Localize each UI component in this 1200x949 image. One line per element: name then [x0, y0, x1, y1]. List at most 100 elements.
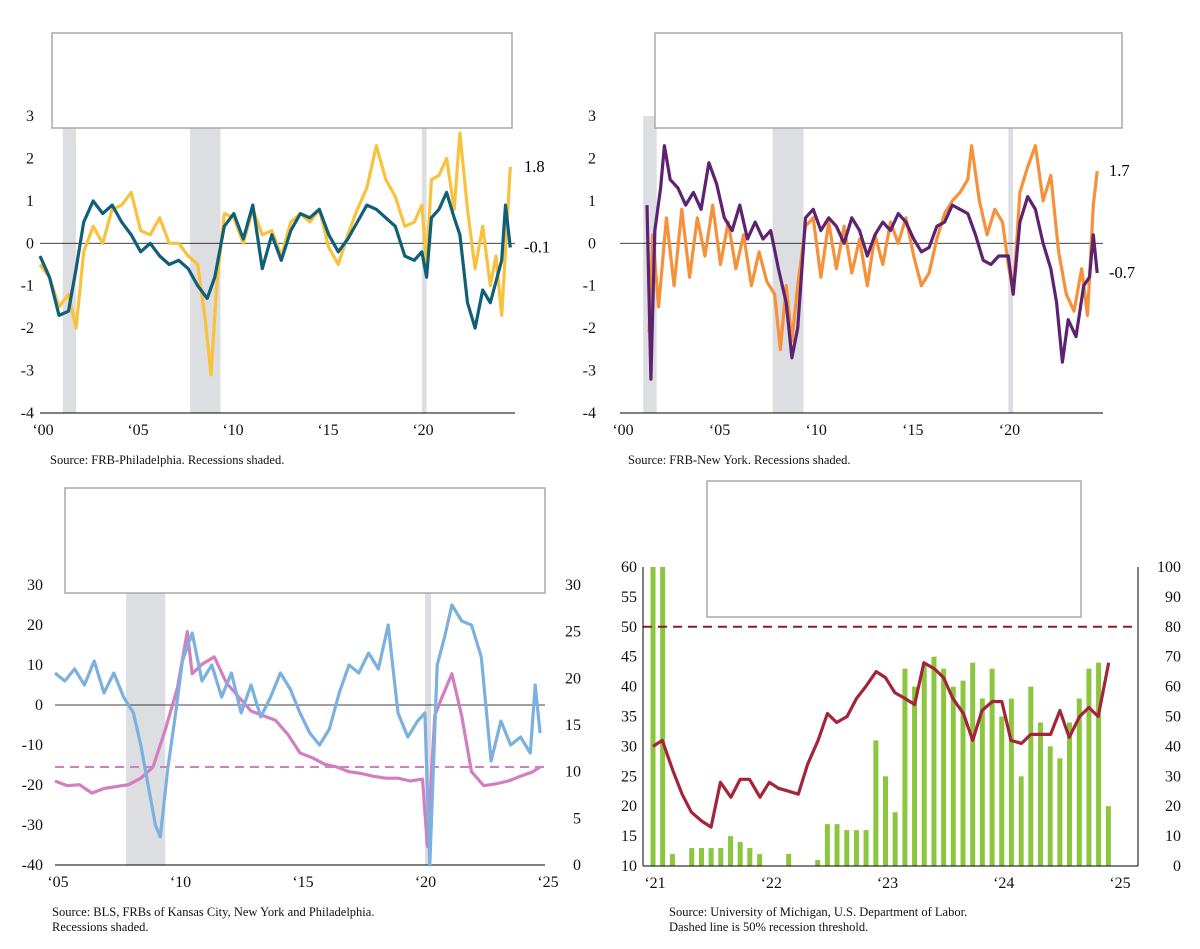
series-line-2: [645, 144, 1099, 381]
bar: [747, 848, 753, 866]
bar: [1037, 722, 1043, 866]
bar: [1008, 698, 1014, 866]
x-tick-label: ‘10: [170, 874, 191, 891]
y-tick-label-right: 50: [1165, 709, 1181, 726]
y-tick-label: 3: [26, 108, 34, 125]
bar: [786, 854, 792, 866]
y-tick-label-left: 50: [621, 619, 637, 636]
bar: [757, 854, 763, 866]
bar: [1057, 758, 1063, 866]
y-tick-label-right: 30: [1165, 768, 1181, 785]
x-tick-label: ‘22: [761, 875, 782, 892]
x-tick-label: ‘15: [317, 422, 338, 439]
x-tick-label: ‘00: [612, 422, 633, 439]
y-tick-label-left: -40: [22, 857, 43, 874]
bar: [728, 836, 734, 866]
bar: [698, 848, 704, 866]
bar: [669, 854, 675, 866]
y-tick-label: 2: [26, 150, 34, 167]
bar: [970, 662, 976, 866]
end-label: 1.8: [524, 157, 545, 176]
y-tick-label: -2: [21, 320, 34, 337]
y-tick-label-right: 20: [1165, 798, 1181, 815]
series-line-2: [38, 190, 512, 330]
bar: [883, 776, 888, 866]
x-tick-label: ‘25: [537, 874, 558, 891]
recession-band: [126, 585, 166, 865]
y-tick-label-left: -30: [22, 817, 43, 834]
x-tick-label: ‘23: [877, 875, 898, 892]
series-line-duration: [54, 630, 541, 848]
y-tick-label-right: 15: [565, 717, 581, 734]
y-tick-label: 3: [588, 108, 596, 125]
bar: [892, 812, 898, 866]
y-tick-label-right: 25: [565, 624, 581, 641]
end-label: -0.1: [524, 238, 550, 257]
bar: [834, 824, 840, 866]
bar: [844, 830, 850, 866]
y-tick-label: 0: [26, 235, 34, 252]
bar: [950, 686, 956, 866]
y-tick-label-left: 20: [27, 617, 43, 634]
y-tick-label-right: 0: [573, 857, 581, 874]
y-tick-label: -3: [21, 363, 34, 380]
x-tick-label: ‘20: [412, 422, 433, 439]
x-tick-label: ‘15: [292, 874, 313, 891]
legend-box: [706, 480, 1082, 618]
x-tick-label: ‘25: [1109, 875, 1130, 892]
x-tick-label: ‘05: [127, 422, 148, 439]
y-tick-label-left: 30: [27, 577, 43, 594]
end-label: 1.7: [1109, 161, 1130, 180]
bar: [650, 567, 656, 866]
x-tick-label: ‘05: [709, 422, 730, 439]
legend-box: [64, 487, 546, 594]
y-tick-label-left: -10: [22, 737, 43, 754]
bar: [960, 680, 966, 866]
source-note: Source: BLS, FRBs of Kansas City, New Yo…: [52, 905, 374, 919]
bar: [1086, 668, 1092, 866]
bar: [1047, 746, 1053, 866]
y-tick-label-left: 35: [621, 709, 637, 726]
x-tick-label: ‘20: [415, 874, 436, 891]
y-tick-label-left: 15: [621, 828, 637, 845]
bar: [660, 567, 666, 866]
bar: [1076, 698, 1082, 866]
y-tick-label-right: 10: [565, 764, 581, 781]
bar: [979, 698, 985, 866]
y-tick-label: -1: [21, 278, 34, 295]
x-tick-label: ‘05: [47, 874, 68, 891]
y-tick-label-right: 20: [565, 670, 581, 687]
end-label: -0.7: [1109, 263, 1135, 282]
y-tick-label: -4: [583, 405, 596, 422]
bar: [931, 656, 937, 866]
x-tick-label: ‘20: [999, 422, 1020, 439]
y-tick-label-left: 30: [621, 738, 637, 755]
y-tick-label-left: 20: [621, 798, 637, 815]
y-tick-label-right: 40: [1165, 738, 1181, 755]
bar: [921, 662, 927, 866]
y-tick-label: 1: [26, 193, 34, 210]
y-tick-label: -4: [21, 405, 34, 422]
y-tick-label-left: 0: [35, 697, 43, 714]
bar: [718, 848, 724, 866]
bar: [1018, 776, 1024, 866]
legend-box: [654, 32, 1123, 129]
bar: [815, 860, 821, 866]
y-tick-label-right: 60: [1165, 679, 1181, 696]
series-line-1: [647, 144, 1099, 351]
bar: [853, 830, 859, 866]
y-tick-label-right: 5: [573, 810, 581, 827]
source-note: Source: FRB-New York. Recessions shaded.: [628, 453, 851, 467]
bar: [824, 824, 830, 866]
y-tick-label-right: 0: [1173, 858, 1181, 875]
legend-box: [51, 32, 513, 129]
y-tick-label-left: 40: [621, 679, 637, 696]
chart-4: 6055504540353025201510100908070605040302…: [621, 491, 1181, 934]
recession-band: [424, 585, 432, 865]
y-tick-label-left: 45: [621, 649, 637, 666]
series-line-workweek: [53, 603, 542, 867]
series-line-1: [38, 131, 512, 377]
bar: [863, 830, 869, 866]
bar: [902, 668, 908, 866]
